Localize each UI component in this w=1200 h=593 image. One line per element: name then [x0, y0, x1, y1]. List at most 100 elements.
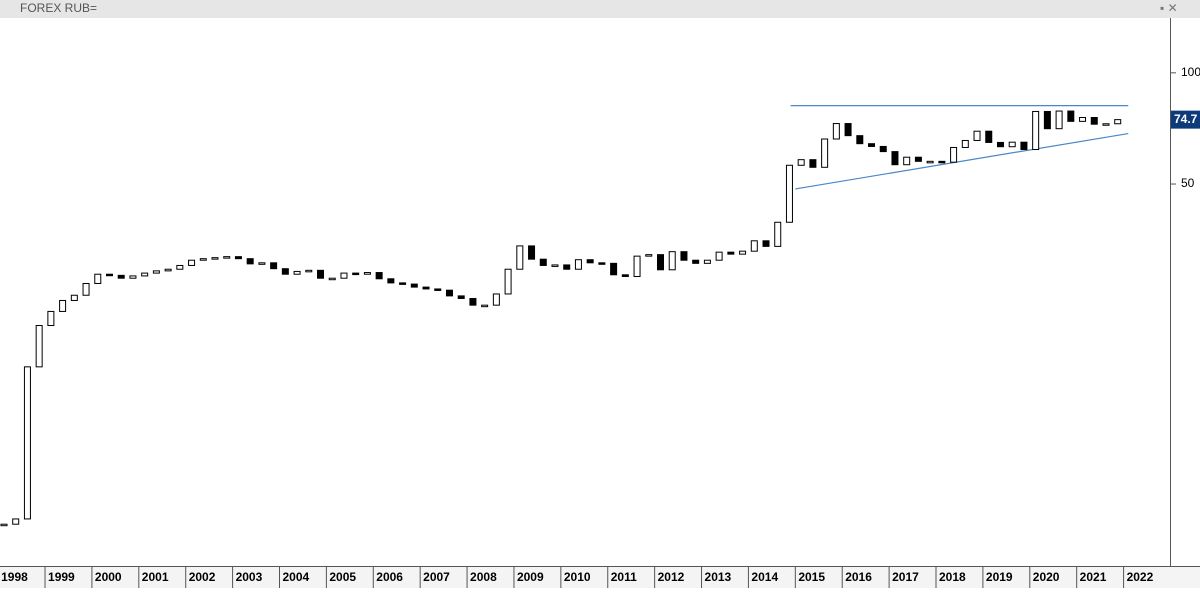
candle [23, 366, 31, 520]
candle [1008, 141, 1016, 148]
candle [164, 268, 172, 272]
candle [973, 130, 981, 141]
candle [656, 254, 664, 271]
x-tick-label: 1999 [48, 570, 75, 584]
candle [340, 272, 348, 279]
x-tick-label: 2015 [798, 570, 825, 584]
candle [1043, 110, 1051, 130]
candle [539, 258, 547, 266]
x-tick-label: 2011 [611, 570, 637, 584]
x-axis-band [0, 566, 1200, 588]
candle [739, 250, 747, 255]
x-tick-label: 2005 [329, 570, 356, 584]
y-tick-label: 50 [1181, 176, 1195, 190]
candle [621, 274, 629, 277]
x-tick-label: 2006 [376, 570, 403, 584]
candle [750, 240, 758, 252]
x-tick-label: 2022 [1127, 570, 1154, 584]
candle [481, 304, 489, 308]
x-tick-label: 2018 [939, 570, 966, 584]
candle [797, 159, 805, 166]
candle [434, 288, 442, 291]
candle [821, 138, 829, 168]
x-tick-label: 2001 [142, 570, 169, 584]
x-tick-label: 2017 [892, 570, 919, 584]
candle [574, 259, 582, 270]
candle [1020, 141, 1028, 151]
candle [692, 259, 700, 264]
candle [645, 254, 653, 257]
candle [94, 273, 102, 284]
candle [469, 297, 477, 306]
candle [328, 277, 336, 281]
x-tick-label: 2019 [986, 570, 1013, 584]
x-tick-label: 2002 [189, 570, 216, 584]
x-tick-label: 2014 [751, 570, 778, 584]
candle [879, 145, 887, 153]
candle [387, 278, 395, 284]
x-tick-label: 2000 [95, 570, 122, 584]
candle [868, 143, 876, 147]
candle [598, 262, 606, 265]
candle [281, 268, 289, 275]
candle [844, 123, 852, 137]
x-tick-label: 2020 [1033, 570, 1060, 584]
x-tick-label: 2008 [470, 570, 497, 584]
candle [774, 221, 782, 247]
candle [856, 135, 864, 145]
x-tick-label: 2004 [282, 570, 309, 584]
candle [680, 251, 688, 261]
candle [105, 273, 113, 277]
candle [258, 262, 266, 265]
candle [961, 139, 969, 148]
last-price-label: 74.7 [1174, 112, 1198, 126]
candle [82, 282, 90, 296]
window-icons[interactable]: ▪ ✕ [1160, 1, 1178, 15]
candle [1067, 110, 1075, 122]
candle [12, 518, 20, 525]
candle [305, 269, 313, 273]
candle [234, 256, 242, 260]
candle [1102, 123, 1110, 126]
x-tick-label: 2010 [564, 570, 591, 584]
candle [563, 264, 571, 270]
candle [211, 257, 219, 260]
candle [59, 299, 67, 312]
candle [985, 130, 993, 143]
candle [516, 245, 524, 270]
candle [375, 272, 383, 280]
candle [223, 256, 231, 259]
candle [445, 289, 453, 297]
candle [293, 270, 301, 275]
candle [141, 272, 149, 277]
candle [188, 259, 196, 266]
chart-title: FOREX RUB= [20, 1, 97, 15]
candle [1079, 116, 1087, 122]
candle [586, 259, 594, 264]
candle [199, 258, 207, 261]
trendline [795, 132, 1129, 190]
candle [762, 240, 770, 247]
candle [832, 123, 840, 140]
candle [363, 272, 371, 275]
x-tick-label: 2003 [236, 570, 263, 584]
candle [715, 251, 723, 261]
candle [399, 282, 407, 285]
candle [35, 325, 43, 368]
candle [727, 251, 735, 255]
candle [410, 283, 418, 288]
candle [246, 258, 254, 265]
candle [47, 310, 55, 327]
candle [926, 160, 934, 164]
x-tick-label: 2016 [845, 570, 872, 584]
candle [785, 164, 793, 223]
candle [457, 295, 465, 299]
candle [0, 523, 8, 527]
candle [117, 274, 125, 279]
candle [914, 156, 922, 162]
candle [352, 272, 360, 276]
title-bar [0, 0, 1200, 18]
candle [422, 286, 430, 290]
x-tick-label: 2009 [517, 570, 544, 584]
